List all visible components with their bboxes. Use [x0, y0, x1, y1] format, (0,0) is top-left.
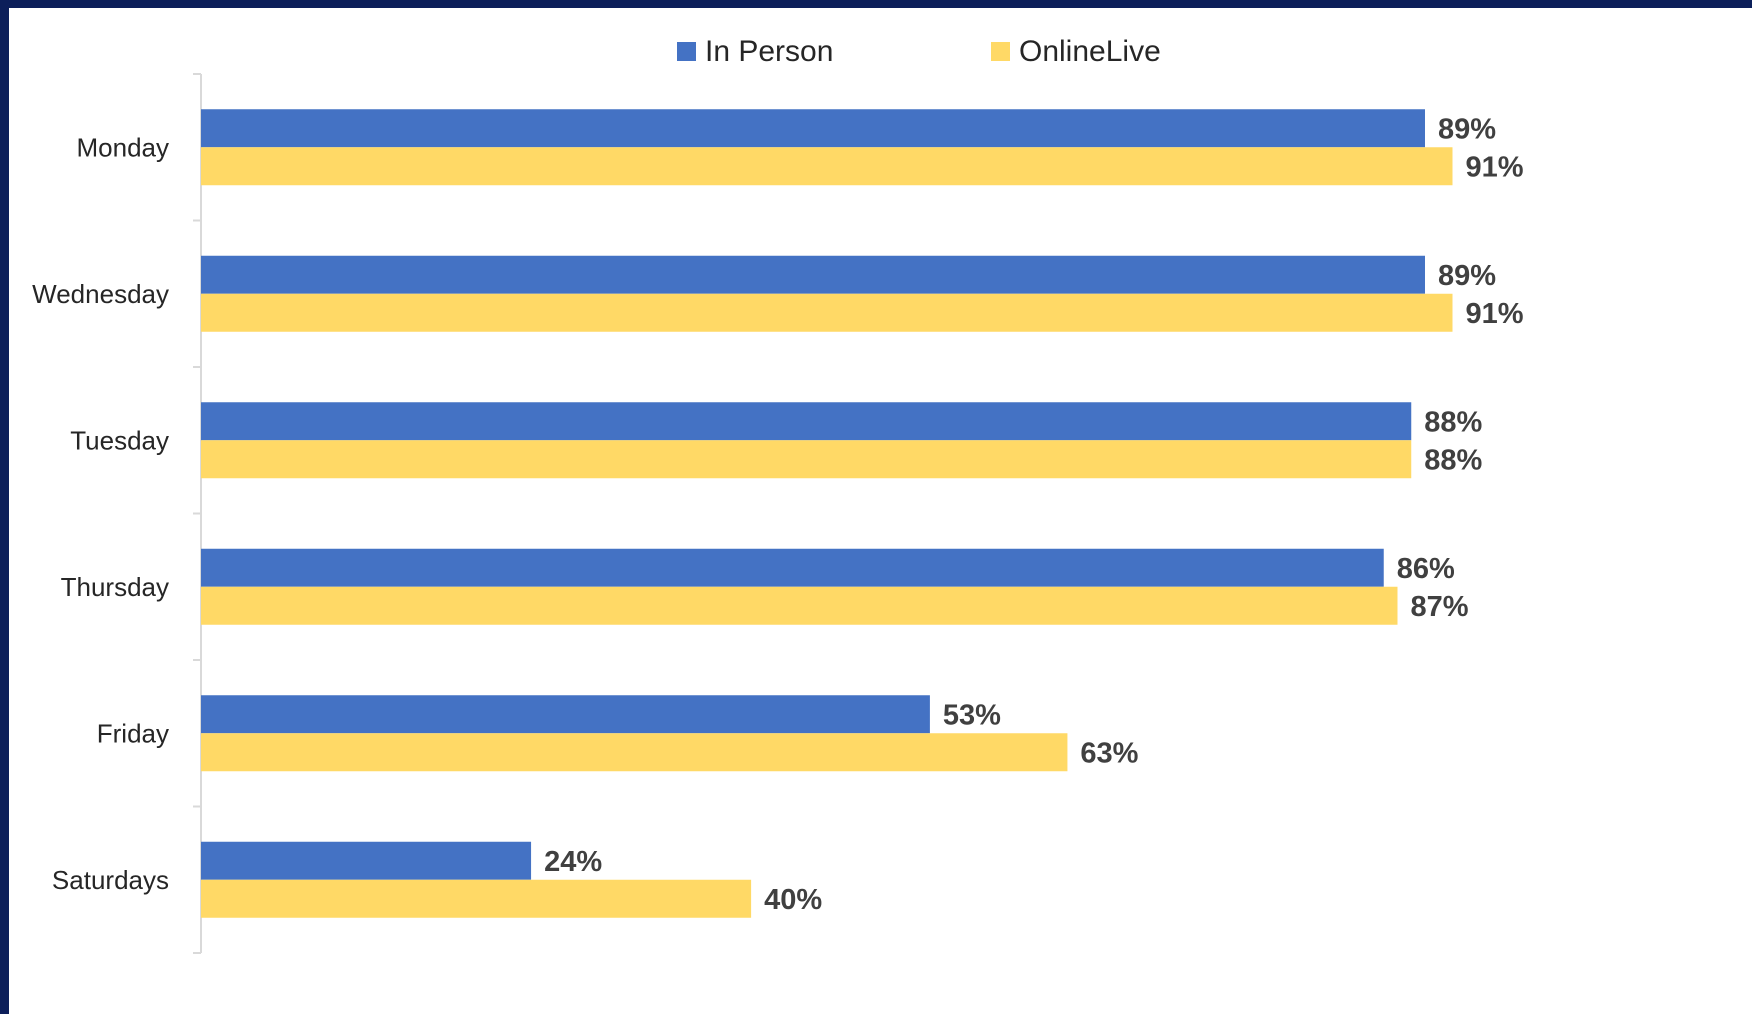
bar-onlinelive	[201, 879, 752, 918]
data-label: 53%	[943, 699, 1001, 731]
bar-in-person	[201, 548, 1384, 587]
bar-in-person	[201, 841, 532, 880]
category-label: Tuesday	[70, 425, 169, 455]
bar-onlinelive	[201, 147, 1453, 186]
category-label: Wednesday	[32, 279, 169, 309]
bar-onlinelive	[201, 586, 1398, 625]
data-label: 88%	[1424, 444, 1482, 476]
chart-area: In Person OnlineLive Monday Wednesday Tues…	[9, 8, 1752, 1014]
data-label: 86%	[1397, 553, 1455, 585]
bar-in-person	[201, 695, 930, 734]
legend-label-in-person: In Person	[705, 35, 833, 68]
data-label: 88%	[1424, 406, 1482, 438]
data-label: 89%	[1438, 113, 1496, 145]
bars	[201, 109, 1453, 918]
data-label: 91%	[1466, 151, 1524, 183]
bar-onlinelive	[201, 733, 1068, 772]
legend: In Person OnlineLive	[677, 35, 1161, 68]
category-label: Monday	[77, 132, 170, 162]
data-label: 87%	[1410, 591, 1468, 623]
legend-swatch-onlinelive	[991, 42, 1010, 61]
data-label: 40%	[764, 884, 822, 916]
legend-swatch-in-person	[677, 42, 696, 61]
data-labels: 89% 91% 89% 91% 88% 88% 86% 87% 53% 63% 24% 40%	[544, 113, 1524, 916]
data-label: 63%	[1080, 737, 1138, 769]
data-label: 89%	[1438, 260, 1496, 292]
category-label: Friday	[97, 718, 169, 748]
category-label: Thursday	[61, 572, 169, 602]
bar-onlinelive	[201, 440, 1412, 479]
bar-onlinelive	[201, 293, 1453, 332]
category-label: Saturdays	[52, 865, 169, 895]
bar-in-person	[201, 109, 1425, 148]
bar-chart: In Person OnlineLive Monday Wednesday Tues…	[32, 35, 1524, 954]
data-label: 91%	[1466, 298, 1524, 330]
category-axis	[193, 73, 202, 954]
category-labels: Monday Wednesday Tuesday Thursday Friday Satu…	[32, 132, 169, 895]
bar-in-person	[201, 255, 1425, 294]
legend-label-onlinelive: OnlineLive	[1019, 35, 1161, 68]
data-label: 24%	[544, 846, 602, 878]
bar-in-person	[201, 402, 1412, 441]
